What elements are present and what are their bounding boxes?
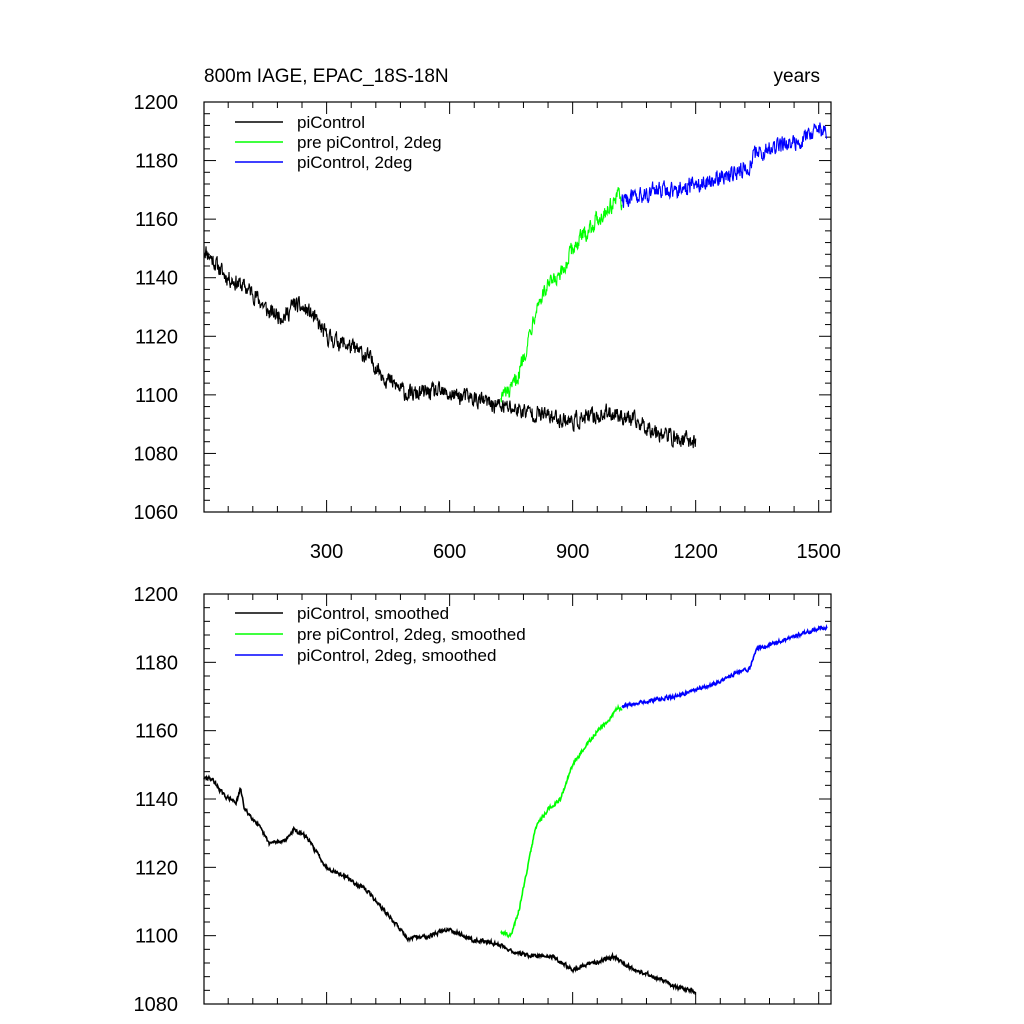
- series-line-picontrol-2deg-smoothed: [621, 623, 828, 710]
- top-panel-units: years: [774, 66, 820, 87]
- legend-label-picontrol-2deg-smoothed: piControl, 2deg, smoothed: [297, 646, 496, 665]
- series-line-pre-picontrol-2deg: [500, 187, 623, 403]
- top-legend: piControl pre piControl, 2deg piControl,…: [235, 113, 442, 172]
- series-line-picontrol: [203, 246, 697, 449]
- y-tick-label: 1180: [135, 652, 178, 674]
- y-tick-label: 1080: [134, 443, 179, 465]
- y-tick-label: 1100: [135, 926, 178, 948]
- legend-label-picontrol-smoothed: piControl, smoothed: [297, 604, 449, 623]
- y-tick-label: 1080: [134, 994, 179, 1016]
- y-tick-label: 1100: [135, 385, 178, 407]
- top-plot-frame: [203, 101, 832, 513]
- y-tick-label: 1160: [135, 721, 178, 743]
- y-tick-label: 1200: [134, 92, 179, 114]
- series-line-picontrol-smoothed: [203, 774, 697, 995]
- top-plot-area: 1060 1080 1100 1120 1140 1160 1180 1200 300 600 90…: [134, 92, 841, 563]
- x-tick-label: 300: [310, 541, 343, 563]
- series-line-pre-picontrol-2deg-smoothed: [500, 703, 623, 939]
- x-tick-label: 600: [433, 541, 466, 563]
- bottom-panel: 1080 1100 1120 1140 1160 1180 1200 piControl, …: [134, 584, 832, 1016]
- top-panel: 800m IAGE, EPAC_18S-18N years 1060 1080 11…: [134, 66, 841, 563]
- top-panel-title: 800m IAGE, EPAC_18S-18N: [204, 66, 449, 87]
- legend-label-pre-picontrol-2deg-smoothed: pre piControl, 2deg, smoothed: [297, 625, 526, 644]
- legend-label-picontrol-2deg: piControl, 2deg: [297, 153, 412, 172]
- y-tick-label: 1140: [135, 268, 178, 290]
- y-tick-label: 1060: [134, 502, 179, 524]
- y-tick-label: 1120: [135, 326, 178, 348]
- y-tick-label: 1200: [134, 584, 179, 606]
- y-tick-label: 1140: [135, 789, 178, 811]
- bottom-plot-frame: [203, 593, 832, 1005]
- bottom-legend: piControl, smoothed pre piControl, 2deg,…: [235, 604, 526, 665]
- y-tick-label: 1120: [135, 857, 178, 879]
- x-tick-label: 1200: [673, 541, 718, 563]
- x-tick-label: 1500: [796, 541, 841, 563]
- legend-label-picontrol: piControl: [297, 113, 365, 132]
- y-tick-label: 1180: [135, 151, 178, 173]
- x-tick-label: 900: [556, 541, 589, 563]
- y-tick-label: 1160: [135, 209, 178, 231]
- bottom-plot-area: 1080 1100 1120 1140 1160 1180 1200: [134, 584, 831, 1016]
- series-line-picontrol-2deg: [621, 122, 828, 208]
- legend-label-pre-picontrol-2deg: pre piControl, 2deg: [297, 133, 442, 152]
